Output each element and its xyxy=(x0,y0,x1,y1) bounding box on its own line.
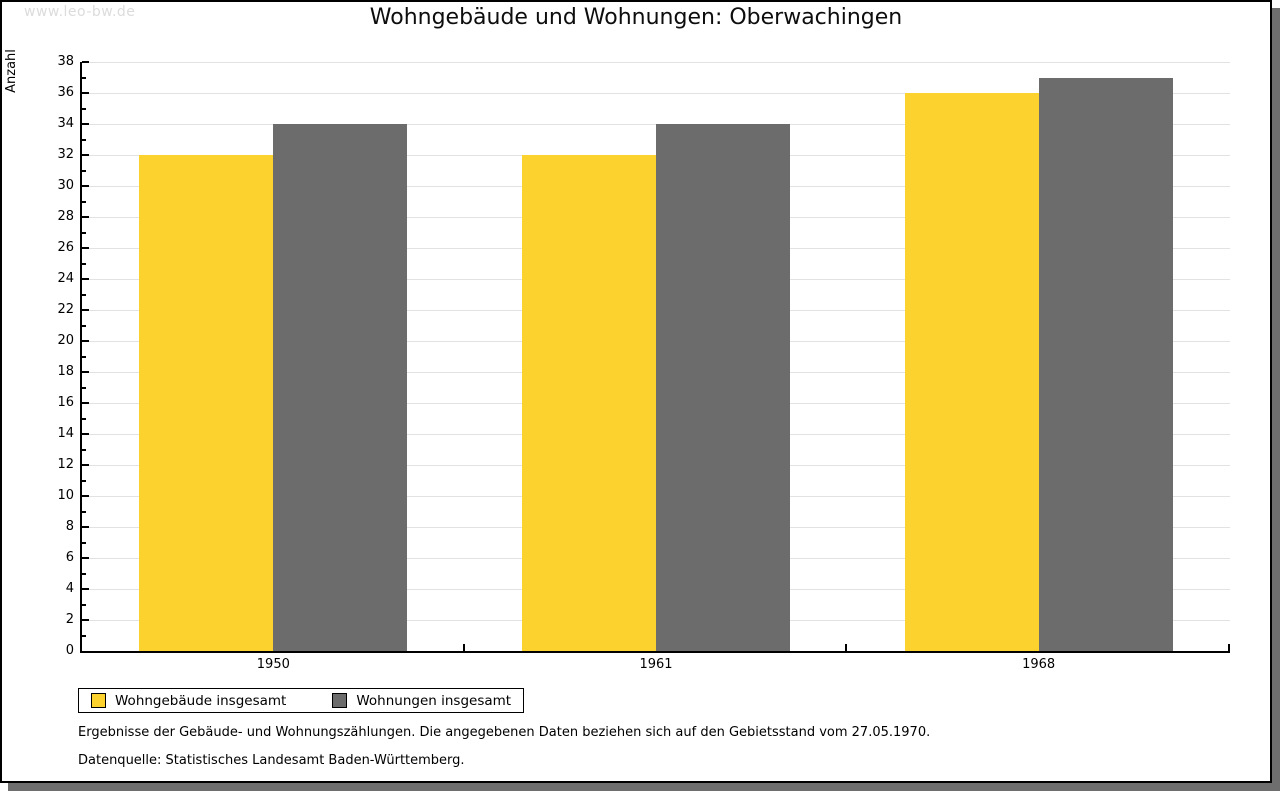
y-major-tick xyxy=(82,247,89,249)
y-tick-label: 16 xyxy=(57,395,74,410)
footnote-source-note: Ergebnisse der Gebäude- und Wohnungszähl… xyxy=(78,725,931,740)
y-tick-label: 20 xyxy=(57,333,74,348)
bar-wohngebaeude-1950 xyxy=(139,155,274,651)
x-boundary-tick xyxy=(462,644,465,651)
x-boundary-tick xyxy=(845,644,848,651)
x-tick-label: 1950 xyxy=(256,657,290,672)
y-minor-tick xyxy=(82,262,86,265)
y-tick-label: 38 xyxy=(57,54,74,69)
y-major-tick xyxy=(82,123,89,125)
y-major-tick xyxy=(82,371,89,373)
y-major-tick xyxy=(82,495,89,497)
x-tick-label: 1961 xyxy=(639,657,673,672)
bar-wohngebaeude-1961 xyxy=(522,155,656,651)
legend-label: Wohnungen insgesamt xyxy=(356,692,512,709)
bar-wohngebaeude-1968 xyxy=(904,93,1039,651)
y-major-tick xyxy=(82,278,89,280)
x-axis-line xyxy=(80,651,1230,653)
y-tick-label: 12 xyxy=(57,457,74,472)
y-minor-tick xyxy=(82,448,86,451)
y-minor-tick xyxy=(82,138,86,141)
y-tick-label: 34 xyxy=(57,116,74,131)
legend-label: Wohngebäude insgesamt xyxy=(115,692,287,709)
y-major-tick xyxy=(82,588,89,590)
y-tick-label: 4 xyxy=(65,581,74,596)
chart-title: Wohngebäude und Wohnungen: Oberwachingen xyxy=(369,5,903,30)
y-major-tick xyxy=(82,340,89,342)
x-boundary-tick xyxy=(1228,644,1230,651)
y-gridline xyxy=(82,61,1230,63)
y-axis-line xyxy=(80,62,82,653)
y-tick-label: 24 xyxy=(57,271,74,286)
y-tick-label: 28 xyxy=(57,209,74,224)
y-minor-tick xyxy=(82,510,86,513)
y-major-tick xyxy=(82,216,89,218)
y-tick-label: 8 xyxy=(65,519,74,534)
y-minor-tick xyxy=(82,324,86,327)
y-minor-tick xyxy=(82,169,86,172)
bar-wohnungen-1961 xyxy=(656,124,790,651)
y-minor-tick xyxy=(82,479,86,482)
y-tick-label: 6 xyxy=(65,550,74,565)
bar-wohnungen-1950 xyxy=(273,124,408,651)
y-minor-tick xyxy=(82,107,86,110)
y-minor-tick xyxy=(82,603,86,606)
y-tick-label: 30 xyxy=(57,178,74,193)
y-minor-tick xyxy=(82,634,86,637)
y-tick-label: 2 xyxy=(65,612,74,627)
y-minor-tick xyxy=(82,200,86,203)
plot-area: 0 2 4 6 8 10 12 14 16 18 20 22 24 26 28 30 32 34 36 38 1950 1… xyxy=(2,2,1270,781)
y-tick-label: 32 xyxy=(57,147,74,162)
y-minor-tick xyxy=(82,76,86,79)
y-major-tick xyxy=(82,464,89,466)
y-tick-label: 10 xyxy=(57,488,74,503)
footnote-data-source: Datenquelle: Statistisches Landesamt Bad… xyxy=(78,753,465,768)
y-tick-label: 36 xyxy=(57,85,74,100)
y-major-tick xyxy=(82,557,89,559)
x-tick-label: 1968 xyxy=(1022,657,1056,672)
legend: Wohngebäude insgesamt Wohnungen insgesamt xyxy=(78,688,525,713)
y-gridline xyxy=(82,92,1230,94)
y-minor-tick xyxy=(82,355,86,358)
legend-item: Wohngebäude insgesamt xyxy=(91,693,286,709)
y-major-tick xyxy=(82,526,89,528)
y-major-tick xyxy=(82,402,89,404)
y-major-tick xyxy=(82,92,89,94)
y-minor-tick xyxy=(82,417,86,420)
legend-swatch-icon xyxy=(332,693,348,708)
y-major-tick xyxy=(82,185,89,187)
y-major-tick xyxy=(82,433,89,435)
y-tick-label: 0 xyxy=(65,643,74,658)
y-minor-tick xyxy=(82,541,86,544)
watermark-leo-bw: www.leo-bw.de xyxy=(24,4,136,20)
y-minor-tick xyxy=(82,293,86,296)
bar-wohnungen-1968 xyxy=(1038,77,1173,651)
y-tick-label: 22 xyxy=(57,302,74,317)
legend-swatch-icon xyxy=(91,693,106,708)
y-tick-label: 18 xyxy=(57,364,74,379)
y-major-tick xyxy=(82,61,89,63)
y-major-tick xyxy=(82,619,89,621)
y-minor-tick xyxy=(82,386,86,389)
y-minor-tick xyxy=(82,231,86,234)
y-minor-tick xyxy=(82,572,86,575)
legend-item: Wohnungen insgesamt xyxy=(332,693,511,709)
y-major-tick xyxy=(82,154,89,156)
y-tick-label: 14 xyxy=(57,426,74,441)
y-major-tick xyxy=(82,309,89,311)
y-tick-label: 26 xyxy=(57,240,74,255)
